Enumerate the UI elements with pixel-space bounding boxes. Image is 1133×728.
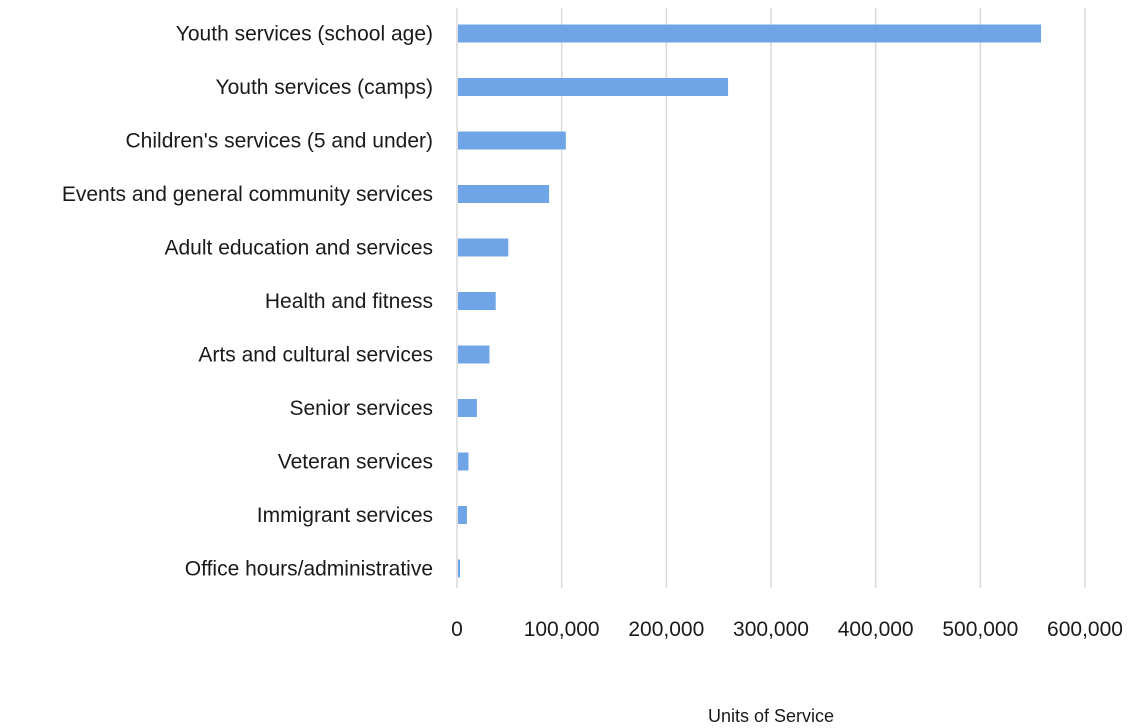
x-tick-label: 600,000 — [1047, 618, 1123, 641]
category-label: Children's services (5 and under) — [126, 130, 433, 153]
category-label: Events and general community services — [62, 183, 433, 206]
category-label: Health and fitness — [265, 290, 433, 313]
x-tick-labels: 0 100,000 200,000 300,000 400,000 500,000 600,… — [451, 618, 1123, 641]
bars — [458, 25, 1041, 578]
category-label: Youth services (school age) — [176, 23, 433, 46]
x-tick-label: 0 — [451, 618, 463, 641]
category-label: Immigrant services — [257, 504, 433, 527]
x-tick-label: 200,000 — [628, 618, 704, 641]
bar — [458, 239, 508, 257]
x-axis-title: Units of Service — [708, 706, 834, 726]
x-tick-label: 500,000 — [942, 618, 1018, 641]
bar — [458, 132, 566, 150]
category-label: Arts and cultural services — [198, 344, 433, 367]
bar — [458, 346, 489, 364]
bar — [458, 78, 728, 96]
category-label: Youth services (camps) — [216, 76, 433, 99]
category-label: Veteran services — [278, 451, 433, 474]
x-tick-label: 400,000 — [838, 618, 914, 641]
x-tick-label: 300,000 — [733, 618, 809, 641]
bar — [458, 25, 1041, 43]
x-tick-label: 100,000 — [524, 618, 600, 641]
bar — [458, 185, 549, 203]
bar — [458, 292, 496, 310]
bar — [458, 453, 469, 471]
bar — [458, 560, 460, 578]
category-label: Senior services — [289, 397, 433, 420]
category-label: Adult education and services — [165, 237, 434, 260]
category-label: Office hours/administrative — [185, 558, 433, 581]
category-labels: Youth services (school age) Youth service… — [62, 23, 433, 581]
bar — [458, 399, 477, 417]
bar — [458, 506, 467, 524]
